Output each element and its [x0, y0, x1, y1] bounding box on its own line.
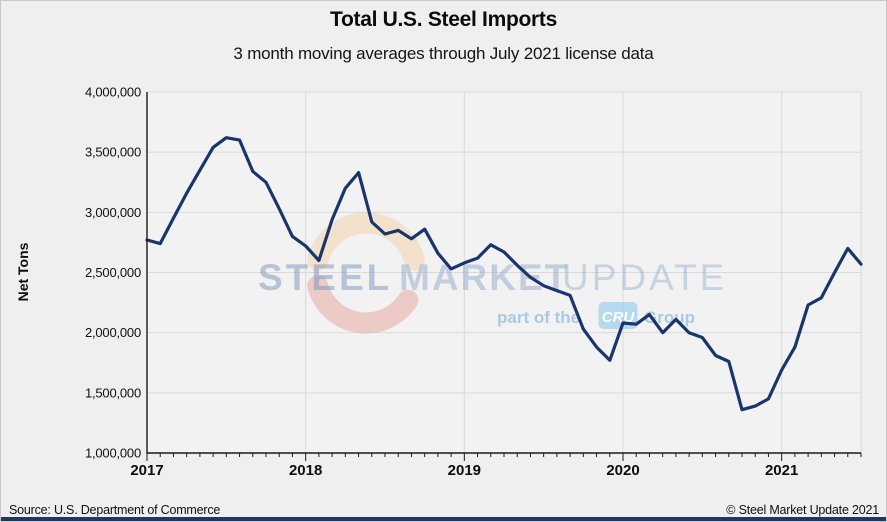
y-axis-title: Net Tons: [15, 242, 31, 301]
watermark-market: MARKET: [399, 257, 569, 298]
chart-subtitle: 3 month moving averages through July 202…: [233, 44, 654, 63]
source-note: Source: U.S. Department of Commerce: [9, 503, 221, 517]
x-axis-year-label: 2021: [765, 462, 798, 479]
chart-title: Total U.S. Steel Imports: [330, 8, 557, 31]
y-axis-tick-label: 4,000,000: [85, 85, 141, 100]
footer-accent-bar: [1, 517, 886, 521]
y-axis-tick-label: 3,500,000: [85, 145, 141, 160]
x-axis-year-label: 2019: [448, 462, 481, 479]
y-axis-tick-label: 2,000,000: [85, 325, 141, 340]
y-axis-tick-label: 2,500,000: [85, 265, 141, 280]
y-axis-tick-label: 1,500,000: [85, 385, 141, 400]
copyright-note: © Steel Market Update 2021: [726, 503, 879, 517]
x-axis-year-label: 2018: [289, 462, 322, 479]
imports-line: [145, 136, 863, 412]
x-axis-year-label: 2017: [130, 462, 163, 479]
x-axis-year-label: 2020: [606, 462, 639, 479]
cru-badge-label: CRU: [602, 309, 636, 326]
y-axis-tick-label: 1,000,000: [85, 446, 141, 461]
smu-logo-swoosh-bottom-icon: [307, 275, 419, 334]
y-axis-tick-label: 3,000,000: [85, 205, 141, 220]
watermark-part-of-the: part of the: [497, 308, 580, 327]
watermark-steel: STEEL: [258, 257, 392, 298]
watermark-update: UPDATE: [562, 257, 727, 298]
